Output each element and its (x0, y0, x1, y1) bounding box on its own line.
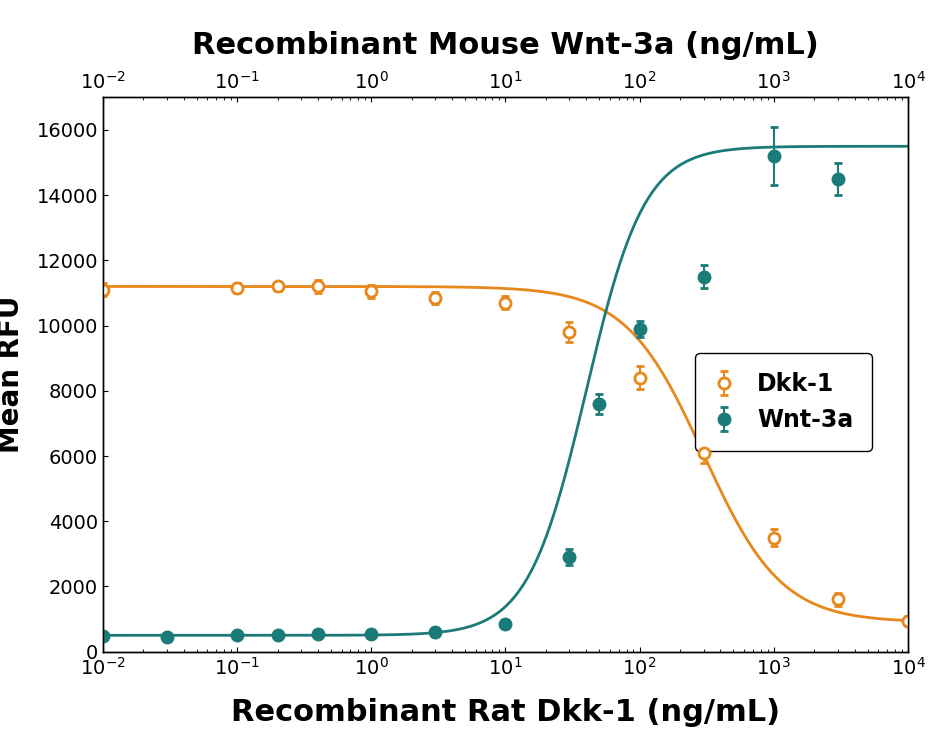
Legend: Dkk-1, Wnt-3a: Dkk-1, Wnt-3a (695, 354, 872, 451)
X-axis label: Recombinant Mouse Wnt-3a (ng/mL): Recombinant Mouse Wnt-3a (ng/mL) (192, 31, 819, 60)
X-axis label: Recombinant Rat Dkk-1 (ng/mL): Recombinant Rat Dkk-1 (ng/mL) (231, 698, 780, 727)
Y-axis label: Mean RFU: Mean RFU (0, 296, 25, 453)
